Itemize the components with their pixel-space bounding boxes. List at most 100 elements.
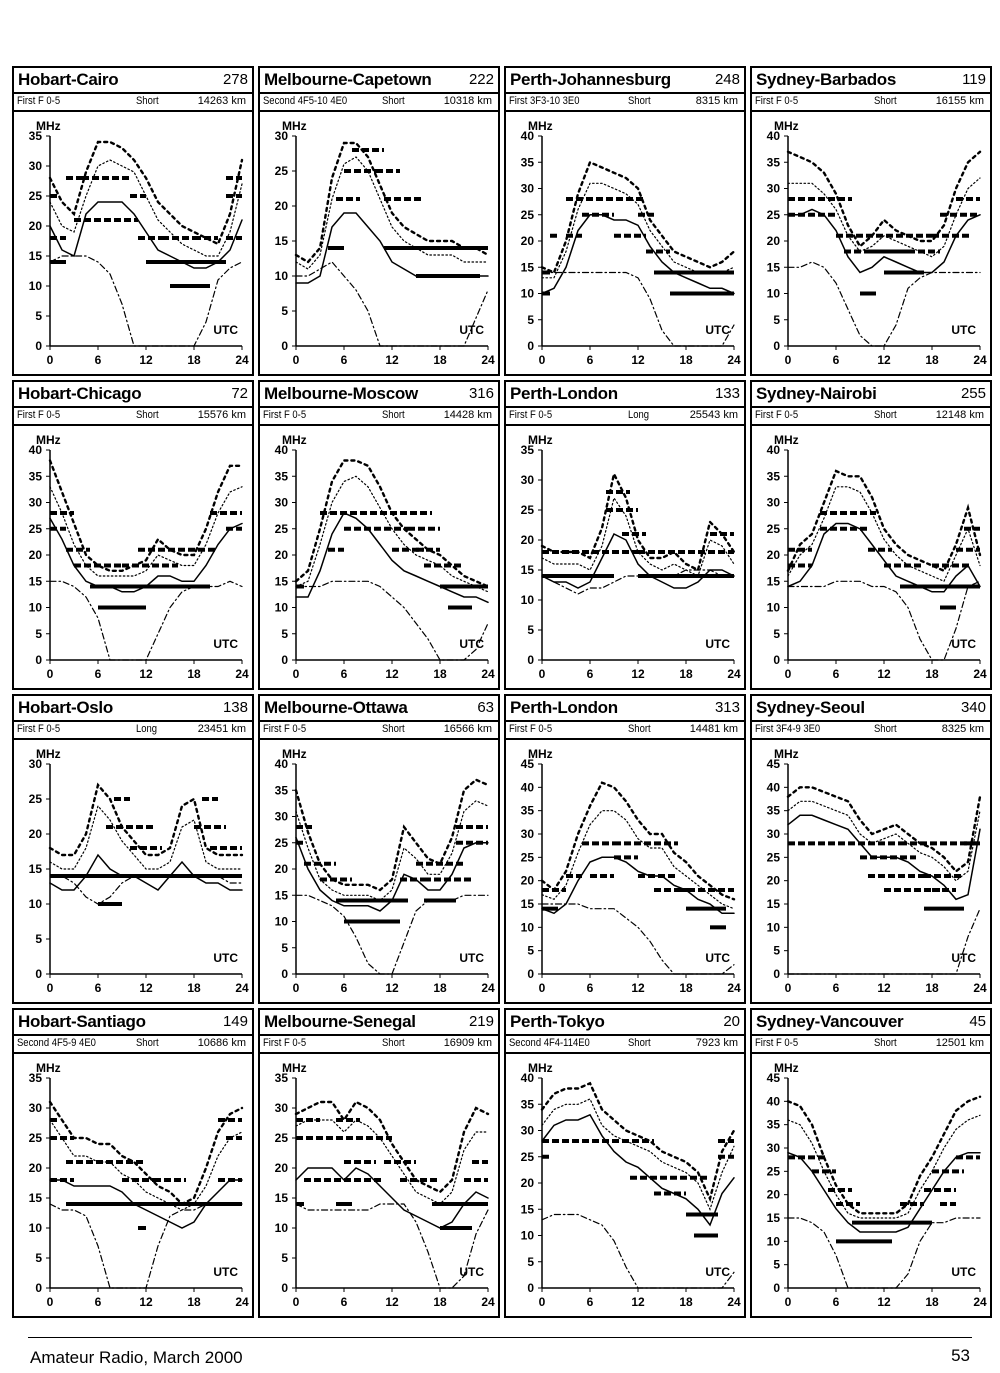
y-tick-label: 25 [767, 1164, 781, 1178]
y-tick-label: 0 [35, 967, 42, 981]
x-tick-label: 18 [433, 667, 447, 681]
utc-label: UTC [459, 323, 484, 337]
path-type: Long [136, 723, 158, 735]
y-tick-label: 0 [527, 967, 534, 981]
y-tick-label: 0 [527, 339, 534, 353]
y-axis-label: MHz [36, 747, 61, 761]
y-axis-label: MHz [774, 747, 799, 761]
chart-title: Melbourne-Moscow [264, 384, 418, 403]
x-tick-label: 24 [235, 981, 249, 995]
y-tick-label: 20 [29, 1161, 43, 1175]
series-line [787, 208, 981, 274]
chart-number: 255 [960, 385, 986, 402]
y-axis-label: MHz [282, 433, 307, 447]
y-tick-label: 40 [275, 443, 289, 457]
info-divider [14, 110, 252, 112]
series-line [787, 1114, 981, 1219]
chart-panel: Melbourne-Moscow 316 First F 0-5 Short 14428… [258, 380, 500, 690]
utc-label: UTC [459, 637, 484, 651]
y-tick-label: 10 [275, 1221, 289, 1235]
chart-number: 119 [962, 71, 986, 88]
y-tick-label: 5 [35, 627, 42, 641]
series-line [541, 271, 735, 347]
series-line [540, 781, 736, 901]
info-divider [752, 1052, 990, 1054]
y-axis-label: MHz [774, 119, 799, 133]
y-tick-label: 10 [767, 601, 781, 615]
chart-title: Sydney-Nairobi [756, 384, 877, 403]
y-tick-label: 40 [767, 1094, 781, 1108]
x-tick-label: 12 [877, 353, 891, 367]
y-tick-label: 5 [773, 313, 780, 327]
x-tick-label: 0 [293, 1295, 300, 1309]
series-line [295, 512, 489, 604]
y-tick-label: 0 [281, 339, 288, 353]
y-tick-label: 40 [29, 443, 43, 457]
series-line [295, 580, 489, 661]
title-divider [14, 406, 252, 408]
utc-label: UTC [705, 1265, 730, 1279]
path-distance: 14263 km [197, 95, 246, 107]
chart-panel: Melbourne-Ottawa 63 First F 0-5 Short 16566 … [258, 694, 500, 1004]
path-type: Long [628, 409, 650, 421]
y-tick-label: 10 [29, 897, 43, 911]
hop-mode: Second 4F5-10 4E0 [263, 95, 348, 107]
path-distance: 16566 km [443, 723, 492, 735]
series-line [49, 486, 243, 577]
hop-mode: First F 0-5 [263, 1037, 307, 1049]
y-tick-label: 10 [767, 1234, 781, 1248]
y-tick-label: 30 [275, 1101, 289, 1115]
info-divider [752, 110, 990, 112]
x-tick-label: 0 [785, 981, 792, 995]
x-tick-label: 12 [385, 353, 399, 367]
chart-plot: MHz 0 5 10 15 20 25 30 35 40 0 6 12 18 24 UTC [767, 433, 987, 681]
chart-title: Hobart-Cairo [18, 70, 119, 89]
y-tick-label: 35 [767, 804, 781, 818]
y-axis-label: MHz [282, 747, 307, 761]
y-tick-label: 10 [275, 601, 289, 615]
y-tick-label: 30 [521, 473, 535, 487]
hop-mode: First F 0-5 [755, 95, 799, 107]
y-tick-label: 40 [767, 443, 781, 457]
series-line [787, 1217, 981, 1289]
chart-panel: Hobart-Chicago 72 First F 0-5 Short 15576 km… [12, 380, 254, 690]
series-line [541, 1213, 735, 1289]
x-tick-label: 6 [833, 1295, 840, 1309]
chart-title: Hobart-Oslo [18, 698, 113, 717]
y-tick-label: 15 [767, 897, 781, 911]
y-tick-label: 35 [521, 804, 535, 818]
hop-mode: Second 4F4-114E0 [509, 1037, 590, 1049]
x-tick-label: 0 [785, 1295, 792, 1309]
y-tick-label: 30 [767, 1141, 781, 1155]
x-tick-label: 12 [877, 667, 891, 681]
y-axis-label: MHz [282, 119, 307, 133]
y-axis-label: MHz [528, 119, 553, 133]
y-tick-label: 35 [521, 1097, 535, 1111]
chart-title: Melbourne-Senegal [264, 1012, 416, 1031]
hop-mode: First F 0-5 [263, 409, 307, 421]
y-tick-label: 5 [281, 627, 288, 641]
series-line [541, 1098, 735, 1211]
utc-label: UTC [705, 637, 730, 651]
y-axis-label: MHz [528, 1061, 553, 1075]
series-line [786, 469, 982, 573]
info-divider [506, 738, 744, 740]
y-tick-label: 30 [767, 496, 781, 510]
chart-panel: Hobart-Cairo 278 First F 0-5 Short 14263 km M… [12, 66, 254, 376]
y-tick-label: 0 [773, 653, 780, 667]
utc-label: UTC [951, 637, 976, 651]
x-tick-label: 24 [973, 1295, 987, 1309]
y-tick-label: 5 [527, 623, 534, 637]
x-tick-label: 18 [925, 353, 939, 367]
y-tick-label: 5 [773, 944, 780, 958]
y-tick-label: 15 [29, 574, 43, 588]
y-tick-label: 5 [35, 1251, 42, 1265]
y-tick-label: 20 [29, 827, 43, 841]
chart-plot: MHz 0 5 10 15 20 25 30 35 0 6 12 18 24 UTC [29, 1061, 249, 1309]
x-tick-label: 0 [47, 1295, 54, 1309]
path-type: Short [382, 723, 405, 735]
y-tick-label: 40 [521, 780, 535, 794]
y-tick-label: 25 [275, 522, 289, 536]
y-tick-label: 10 [767, 920, 781, 934]
y-tick-label: 20 [521, 1176, 535, 1190]
